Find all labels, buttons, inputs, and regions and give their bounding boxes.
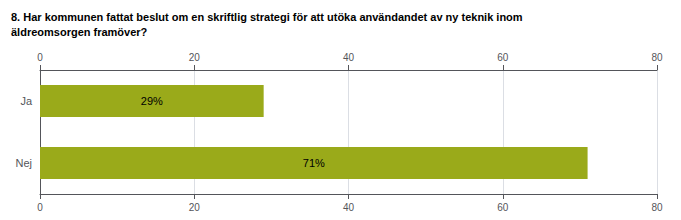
svg-text:20: 20 bbox=[189, 52, 201, 63]
svg-text:29%: 29% bbox=[141, 95, 163, 107]
svg-text:Ja: Ja bbox=[20, 95, 33, 107]
svg-text:40: 40 bbox=[343, 52, 355, 63]
svg-text:71%: 71% bbox=[303, 157, 325, 169]
svg-text:40: 40 bbox=[343, 202, 355, 213]
svg-text:60: 60 bbox=[497, 52, 509, 63]
svg-text:8. Har kommunen fattat beslut: 8. Har kommunen fattat beslut om en skri… bbox=[11, 11, 523, 23]
svg-text:60: 60 bbox=[497, 202, 509, 213]
svg-text:0: 0 bbox=[37, 202, 43, 213]
svg-text:Nej: Nej bbox=[15, 157, 32, 169]
svg-text:20: 20 bbox=[189, 202, 201, 213]
svg-text:80: 80 bbox=[651, 52, 663, 63]
svg-text:80: 80 bbox=[651, 202, 663, 213]
svg-text:äldreomsorgen framöver?: äldreomsorgen framöver? bbox=[11, 26, 148, 38]
svg-text:0: 0 bbox=[37, 52, 43, 63]
